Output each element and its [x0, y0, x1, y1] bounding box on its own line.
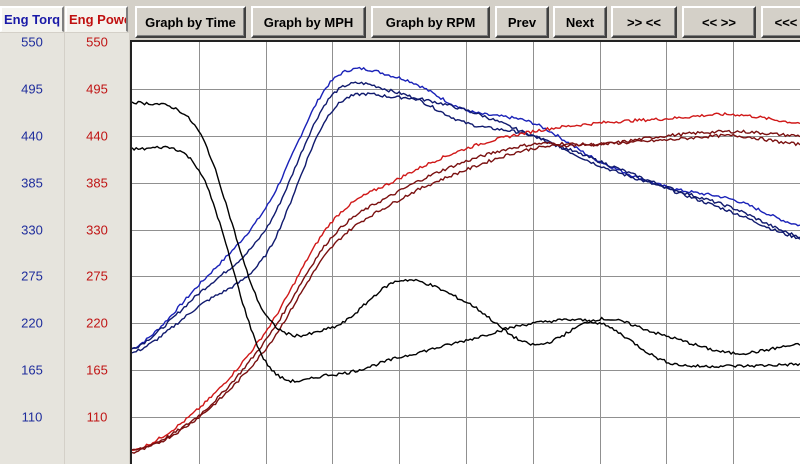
prev-button[interactable]: Prev — [495, 6, 549, 38]
torque-tick-label: 220 — [21, 315, 43, 331]
power-axis-panel: 550 495 440 385 330 275 220 165 110 — [65, 33, 129, 464]
graph-by-mph-button[interactable]: Graph by MPH — [251, 6, 366, 38]
torque-tick-label: 330 — [21, 222, 43, 238]
torque-tick-label: 440 — [21, 128, 43, 144]
torque-tick-label: 165 — [21, 362, 43, 378]
torque-tick-label: 110 — [21, 409, 43, 425]
power-tick-label: 385 — [86, 175, 108, 191]
power-tick-label: 110 — [86, 409, 108, 425]
chart-plot-area — [130, 40, 800, 464]
line-chart — [132, 42, 800, 464]
torque-tick-label: 495 — [21, 81, 43, 97]
power-tick-label: 165 — [86, 362, 108, 378]
series-line-8 — [132, 145, 800, 384]
tab-eng-power[interactable]: Eng Powe — [65, 6, 128, 32]
power-tick-label: 550 — [86, 34, 108, 50]
power-tick-label: 495 — [86, 81, 108, 97]
graph-by-rpm-button[interactable]: Graph by RPM — [371, 6, 490, 38]
torque-axis-panel: 550 495 440 385 330 275 220 165 110 — [0, 33, 64, 464]
series-line-7 — [132, 100, 800, 356]
power-tick-label: 275 — [86, 268, 108, 284]
next-button[interactable]: Next — [553, 6, 607, 38]
tab-eng-torque[interactable]: Eng Torq — [0, 6, 64, 32]
graph-by-time-button[interactable]: Graph by Time — [135, 6, 246, 38]
series-line-3 — [132, 92, 800, 354]
series-line-2 — [132, 81, 800, 350]
torque-tick-label: 385 — [21, 175, 43, 191]
zoom-in-button[interactable]: >> << — [611, 6, 677, 38]
power-tick-label: 220 — [86, 315, 108, 331]
torque-tick-label: 275 — [21, 268, 43, 284]
series-line-5 — [132, 129, 800, 451]
power-tick-label: 440 — [86, 128, 108, 144]
series-line-4 — [132, 111, 800, 451]
power-tick-label: 330 — [86, 222, 108, 238]
torque-tick-label: 550 — [21, 34, 43, 50]
scroll-left-button[interactable]: <<< — [761, 6, 800, 38]
series-line-6 — [132, 133, 800, 454]
zoom-out-button[interactable]: << >> — [682, 6, 756, 38]
